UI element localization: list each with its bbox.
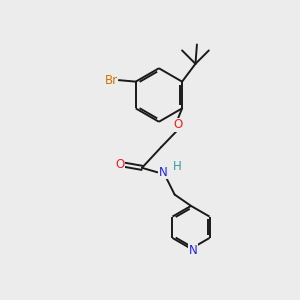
Text: N: N [189, 244, 198, 257]
Text: H: H [173, 160, 182, 173]
Text: O: O [173, 118, 182, 131]
Text: O: O [115, 158, 124, 171]
Text: N: N [158, 166, 167, 179]
Text: Br: Br [104, 74, 118, 87]
